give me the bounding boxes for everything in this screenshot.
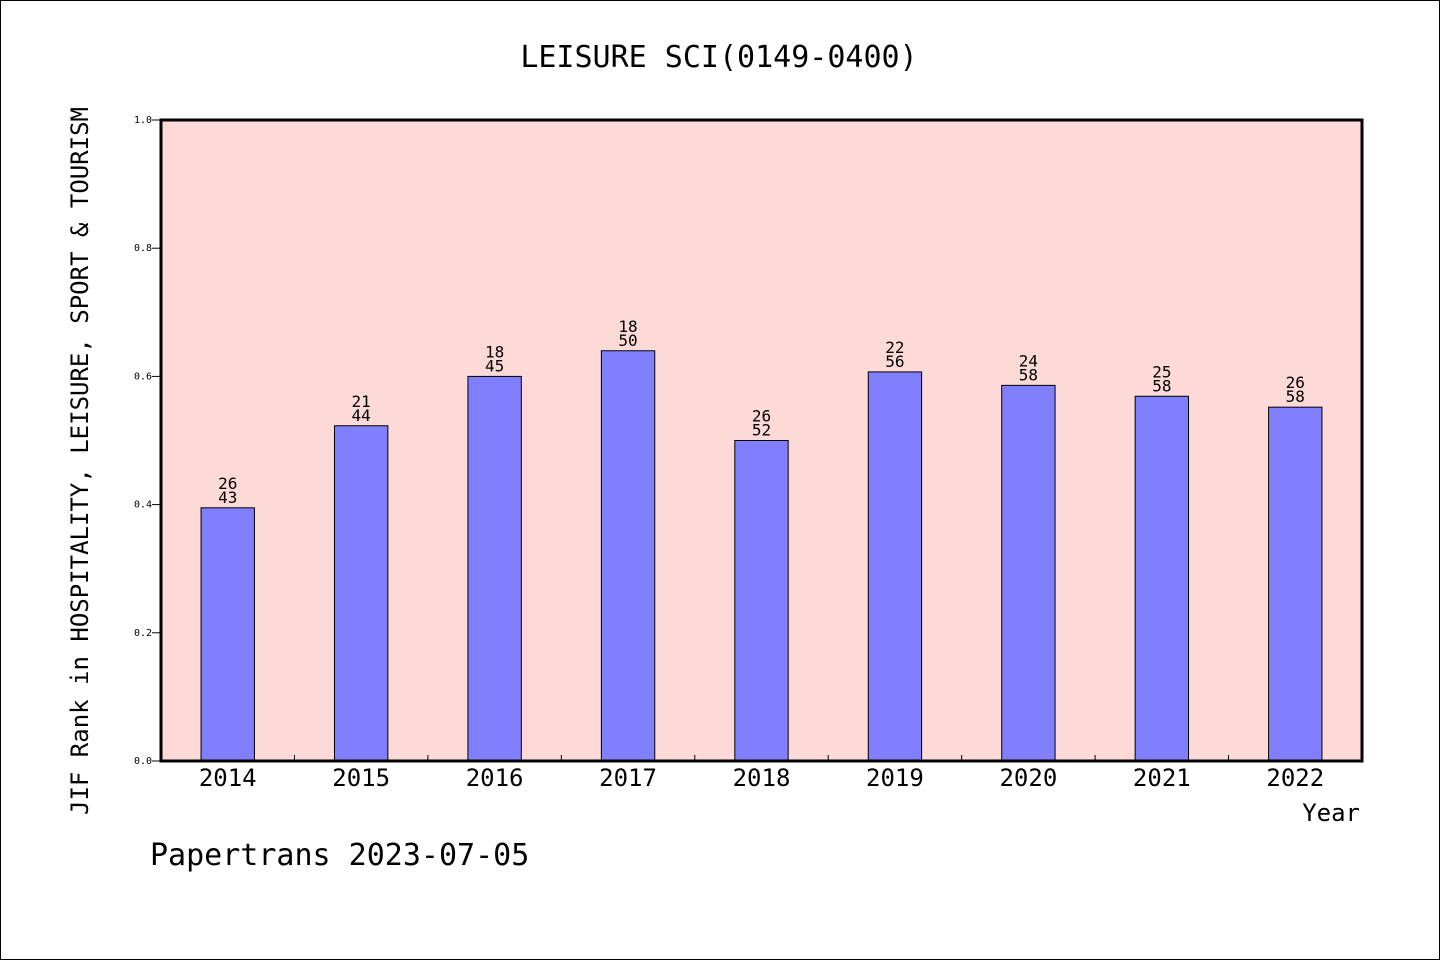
y-tick-label: 0.6 bbox=[134, 371, 152, 382]
bar-rank-label: 22 bbox=[885, 338, 904, 357]
bar bbox=[1268, 406, 1323, 762]
x-tick-label: 2020 bbox=[999, 764, 1057, 792]
bar-rank-label: 26 bbox=[1286, 373, 1305, 392]
y-tick-label: 0.0 bbox=[134, 756, 152, 767]
x-tick-label: 2019 bbox=[866, 764, 924, 792]
bar-total-label: 58 bbox=[1286, 387, 1305, 406]
bar-total-label: 52 bbox=[752, 421, 771, 440]
bar-total-label: 43 bbox=[218, 488, 237, 507]
x-tick-label: 2016 bbox=[466, 764, 524, 792]
bar bbox=[1001, 384, 1056, 762]
x-axis-ticks: 2014 2015 2016 2017 2018 2019 2020 2021 2022 bbox=[199, 755, 1324, 792]
x-tick-label: 2014 bbox=[199, 764, 257, 792]
footer-credit: Papertrans 2023-07-05 bbox=[150, 838, 529, 873]
bar bbox=[200, 507, 255, 762]
bar-rank-label: 18 bbox=[618, 317, 637, 336]
plot-border bbox=[159, 118, 1364, 763]
bar bbox=[600, 350, 656, 762]
chart-title: LEISURE SCI(0149-0400) bbox=[520, 40, 917, 75]
bar bbox=[467, 375, 522, 762]
bar-rank-label: 21 bbox=[352, 392, 371, 411]
x-tick-label: 2021 bbox=[1133, 764, 1191, 792]
bar-total-label: 58 bbox=[1019, 365, 1038, 384]
bar-total-label: 50 bbox=[618, 331, 637, 350]
bar bbox=[333, 425, 389, 762]
bar bbox=[867, 371, 923, 762]
x-tick-label: 2015 bbox=[332, 764, 390, 792]
y-tick-label: 0.2 bbox=[134, 628, 152, 639]
bar-rank-label: 26 bbox=[752, 407, 771, 426]
bar-rank-label: 25 bbox=[1152, 362, 1171, 381]
bar-total-label: 56 bbox=[885, 352, 904, 371]
bar-total-label: 44 bbox=[352, 406, 371, 425]
bar bbox=[1134, 395, 1190, 762]
x-tick-label: 2022 bbox=[1266, 764, 1324, 792]
bar bbox=[734, 440, 789, 762]
y-tick-label: 1.0 bbox=[134, 115, 152, 126]
y-axis-label: JIF Rank in HOSPITALITY, LEISURE, SPORT … bbox=[66, 107, 94, 815]
y-tick-label: 0.4 bbox=[134, 500, 152, 511]
y-tick-label: 0.8 bbox=[134, 243, 152, 254]
bar-total-label: 58 bbox=[1152, 376, 1171, 395]
bar-rank-label: 24 bbox=[1019, 351, 1038, 370]
x-tick-label: 2018 bbox=[733, 764, 791, 792]
x-axis-label: Year bbox=[1302, 799, 1360, 827]
bar-rank-label: 26 bbox=[218, 474, 237, 493]
y-axis-ticks: 0.0 0.2 0.4 0.6 0.8 1.0 bbox=[134, 115, 161, 767]
x-tick-label: 2017 bbox=[599, 764, 657, 792]
bar-rank-label: 18 bbox=[485, 342, 504, 361]
bar-total-label: 45 bbox=[485, 356, 504, 375]
